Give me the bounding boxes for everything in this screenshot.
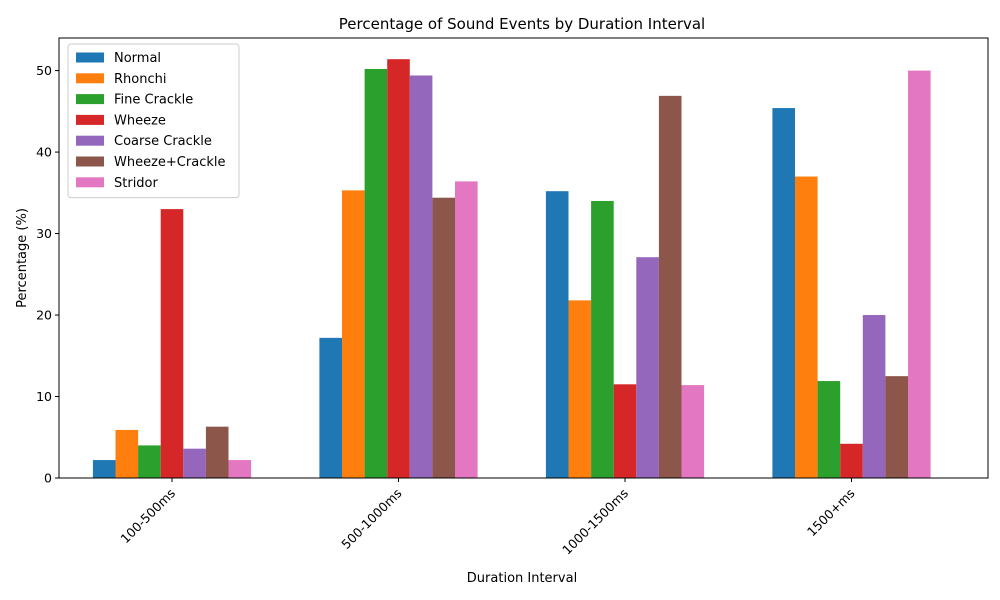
bar-wheeze-crackle-1500-ms — [885, 376, 908, 478]
bar-wheeze-crackle-100-500ms — [205, 426, 229, 478]
y-axis-ticks: 0 10 20 30 40 50 — [36, 63, 59, 486]
bar-stridor-500-1000ms — [455, 181, 478, 478]
x-axis-label: Duration Interval — [467, 571, 577, 586]
x-axis-ticks: 100-500ms 500-1000ms 1000-1500ms 1500+ms — [117, 478, 858, 558]
legend-swatch — [76, 114, 104, 125]
bar-wheeze-1500-ms — [840, 443, 863, 478]
legend-swatch — [76, 52, 104, 63]
bar-fine-crackle-100-500ms — [138, 445, 161, 478]
bar-normal-1000-1500ms — [545, 191, 569, 478]
bar-stridor-1500-ms — [908, 70, 931, 478]
bar-fine-crackle-1500-ms — [817, 381, 841, 478]
legend-entry: Wheeze — [114, 113, 166, 128]
y-tick-label: 0 — [44, 471, 52, 486]
legend-entry: Rhonchi — [114, 72, 166, 87]
y-tick-label: 30 — [36, 226, 52, 241]
x-tick-label: 1500+ms — [804, 486, 858, 540]
x-tick-label: 1000-1500ms — [559, 486, 631, 558]
bar-rhonchi-500-1000ms — [342, 190, 365, 478]
bar-rhonchi-1000-1500ms — [568, 300, 592, 478]
legend-swatch — [76, 177, 104, 188]
legend-entry: Stridor — [114, 176, 159, 191]
bar-wheeze-100-500ms — [160, 209, 184, 479]
x-tick-label: 100-500ms — [117, 486, 178, 547]
bar-coarse-crackle-1000-1500ms — [636, 257, 659, 478]
bar-fine-crackle-1000-1500ms — [591, 200, 614, 478]
bars-group — [92, 59, 931, 479]
bar-wheeze-1000-1500ms — [613, 384, 637, 478]
chart-title: Percentage of Sound Events by Duration I… — [339, 15, 705, 33]
bar-wheeze-crackle-500-1000ms — [432, 197, 455, 478]
y-tick-label: 10 — [36, 389, 52, 404]
x-tick-label: 500-1000ms — [338, 486, 404, 552]
legend-swatch — [76, 156, 104, 167]
y-tick-label: 40 — [36, 145, 52, 160]
bar-normal-500-1000ms — [319, 337, 342, 478]
legend-entry: Normal — [114, 51, 161, 66]
bar-coarse-crackle-100-500ms — [183, 448, 206, 478]
legend-box — [67, 43, 240, 199]
bar-normal-1500-ms — [772, 108, 795, 478]
y-tick-label: 20 — [36, 308, 52, 323]
plot-frame — [58, 37, 989, 479]
bar-coarse-crackle-500-1000ms — [409, 75, 433, 478]
legend-swatch — [76, 94, 104, 105]
legend: Normal Rhonchi Fine Crackle Wheeze Coarse Cr… — [67, 43, 240, 199]
legend-entry: Fine Crackle — [114, 93, 193, 108]
bar-stridor-1000-1500ms — [681, 385, 705, 478]
bar-wheeze-crackle-1000-1500ms — [658, 95, 682, 478]
legend-swatch — [76, 135, 104, 146]
bar-rhonchi-1500-ms — [795, 176, 818, 478]
y-axis-label: Percentage (%) — [15, 208, 30, 308]
legend-swatch — [76, 73, 104, 84]
bar-normal-100-500ms — [92, 460, 116, 478]
legend-entry: Coarse Crackle — [114, 134, 212, 149]
bar-fine-crackle-500-1000ms — [364, 68, 388, 479]
bar-rhonchi-100-500ms — [115, 429, 139, 478]
bar-wheeze-500-1000ms — [387, 59, 410, 478]
bar-coarse-crackle-1500-ms — [862, 315, 886, 478]
bar-stridor-100-500ms — [228, 460, 252, 478]
legend-entry: Wheeze+Crackle — [114, 155, 225, 170]
y-tick-label: 50 — [36, 63, 52, 78]
